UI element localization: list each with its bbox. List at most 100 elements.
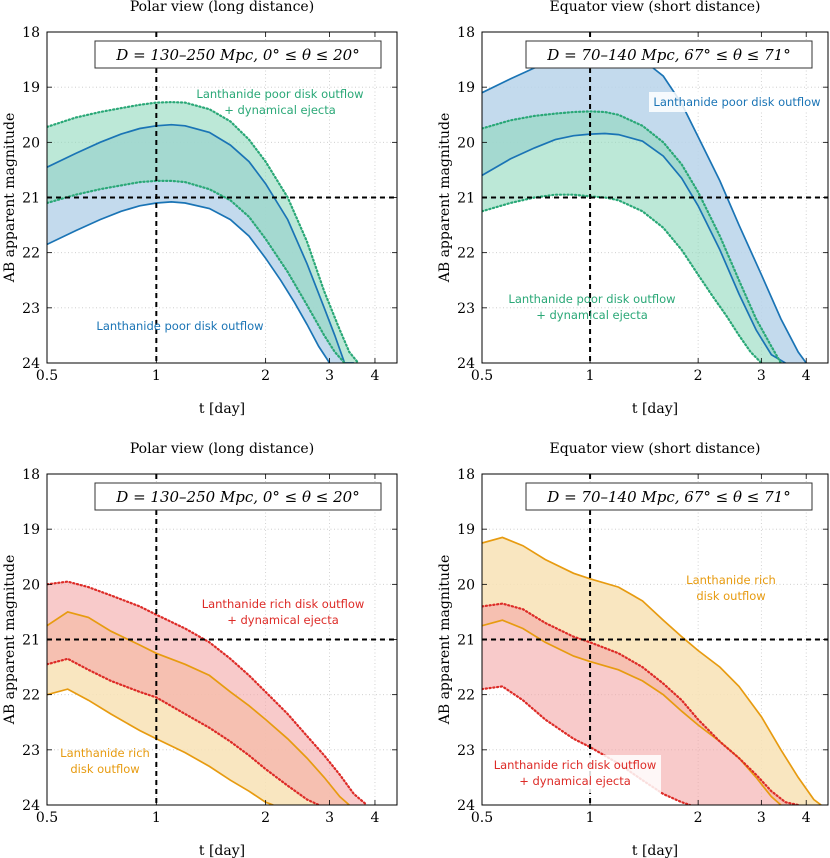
y-tick-label: 23 xyxy=(22,743,40,759)
y-tick-label: 23 xyxy=(457,301,475,317)
y-tick-label: 22 xyxy=(457,688,475,704)
chart-title: Equator view (short distance) xyxy=(550,0,761,15)
series-label-2: Lanthanide poor disk outflow xyxy=(508,292,675,306)
series-line-upper-1 xyxy=(482,536,822,805)
series-line-upper-2 xyxy=(47,580,368,805)
series-label-2: + dynamical ejecta xyxy=(536,308,648,322)
series-label-2: Lanthanide poor disk outflow xyxy=(196,87,363,101)
annotation-text: D = 70–140 Mpc, 67° ≤ θ ≤ 71° xyxy=(546,46,790,64)
x-tick-label: 1 xyxy=(152,810,161,826)
x-tick-label: 0.5 xyxy=(36,810,58,826)
series-line-lower-1 xyxy=(482,132,786,363)
annotation-box xyxy=(525,482,813,511)
y-tick-label: 24 xyxy=(457,798,475,814)
y-tick-label: 24 xyxy=(457,356,475,372)
y-axis-label: AB apparent magnitude xyxy=(2,113,18,284)
y-tick-label: 20 xyxy=(22,577,40,593)
plot-area xyxy=(47,580,368,805)
x-tick-label: 1 xyxy=(152,368,161,384)
series-label-1: Lanthanide rich xyxy=(686,573,776,587)
y-tick-label: 21 xyxy=(457,633,475,649)
y-tick-label: 22 xyxy=(22,246,40,262)
y-tick-label: 21 xyxy=(22,191,40,207)
series-line-upper-2 xyxy=(482,602,800,805)
y-tick-label: 23 xyxy=(22,301,40,317)
series-line-lower-1 xyxy=(47,201,331,363)
series-line-lower-2 xyxy=(47,179,346,363)
y-tick-label: 20 xyxy=(457,577,475,593)
plot-area xyxy=(482,49,807,363)
x-tick-label: 1 xyxy=(586,368,595,384)
y-tick-label: 19 xyxy=(457,80,475,96)
y-axis-label: AB apparent magnitude xyxy=(2,555,18,726)
series-label-1: Lanthanide rich xyxy=(60,746,150,760)
series-line-lower-2 xyxy=(482,193,763,363)
y-tick-label: 21 xyxy=(457,191,475,207)
series-label-1: Lanthanide poor disk outflow xyxy=(96,319,263,333)
y-tick-label: 19 xyxy=(22,522,40,538)
series-label-2: Lanthanide rich disk outflow xyxy=(494,758,657,772)
x-tick-label: 2 xyxy=(694,810,703,826)
x-tick-label: 3 xyxy=(757,368,766,384)
series-line-lower-2 xyxy=(47,657,320,805)
y-tick-label: 18 xyxy=(457,25,475,41)
x-tick-label: 0.5 xyxy=(471,368,493,384)
annotation-box xyxy=(94,40,382,69)
series-line-lower-1 xyxy=(482,619,782,805)
series-label-1: disk outflow xyxy=(70,762,139,776)
x-tick-label: 1 xyxy=(586,810,595,826)
y-tick-label: 22 xyxy=(457,246,475,262)
x-axis-label: t [day] xyxy=(199,401,245,417)
x-tick-label: 0.5 xyxy=(36,368,58,384)
plot-area xyxy=(47,100,360,363)
series-band-2 xyxy=(482,603,799,805)
x-tick-label: 3 xyxy=(325,368,334,384)
y-tick-label: 20 xyxy=(22,135,40,151)
x-tick-label: 3 xyxy=(757,810,766,826)
y-tick-label: 24 xyxy=(22,356,40,372)
series-band-1 xyxy=(482,537,822,805)
series-label-2: + dynamical ejecta xyxy=(227,613,339,627)
x-tick-label: 0.5 xyxy=(471,810,493,826)
series-line-lower-1 xyxy=(47,688,274,805)
y-tick-label: 21 xyxy=(22,633,40,649)
series-band-2 xyxy=(47,581,367,805)
x-tick-label: 4 xyxy=(370,368,379,384)
annotation-text: D = 130–250 Mpc, 0° ≤ θ ≤ 20° xyxy=(115,488,359,506)
annotation-text: D = 130–250 Mpc, 0° ≤ θ ≤ 20° xyxy=(115,46,359,64)
series-band-2 xyxy=(47,102,359,363)
series-label-1: disk outflow xyxy=(696,589,765,603)
y-tick-label: 23 xyxy=(457,743,475,759)
series-label-1: Lanthanide poor disk outflow xyxy=(653,95,820,109)
x-tick-label: 2 xyxy=(694,368,703,384)
y-tick-label: 18 xyxy=(22,25,40,41)
annotation-box xyxy=(94,482,382,511)
x-axis-label: t [day] xyxy=(632,401,678,417)
y-tick-label: 18 xyxy=(457,467,475,483)
y-tick-label: 18 xyxy=(22,467,40,483)
y-tick-label: 19 xyxy=(22,80,40,96)
y-tick-label: 19 xyxy=(457,522,475,538)
x-tick-label: 3 xyxy=(325,810,334,826)
series-band-2 xyxy=(482,111,781,363)
series-label-2: + dynamical ejecta xyxy=(519,774,631,788)
y-tick-label: 22 xyxy=(22,688,40,704)
series-line-upper-2 xyxy=(47,100,360,363)
y-axis-label: AB apparent magnitude xyxy=(437,113,453,284)
series-label-2: + dynamical ejecta xyxy=(224,103,336,117)
annotation-text: D = 70–140 Mpc, 67° ≤ θ ≤ 71° xyxy=(546,488,790,506)
y-tick-label: 20 xyxy=(457,135,475,151)
x-tick-label: 2 xyxy=(261,368,270,384)
y-tick-label: 24 xyxy=(22,798,40,814)
label-background xyxy=(489,755,661,793)
series-line-upper-1 xyxy=(47,123,354,363)
x-axis-label: t [day] xyxy=(199,843,245,858)
chart-title: Equator view (short distance) xyxy=(550,441,761,457)
x-tick-label: 4 xyxy=(370,810,379,826)
series-label-2: Lanthanide rich disk outflow xyxy=(202,597,365,611)
